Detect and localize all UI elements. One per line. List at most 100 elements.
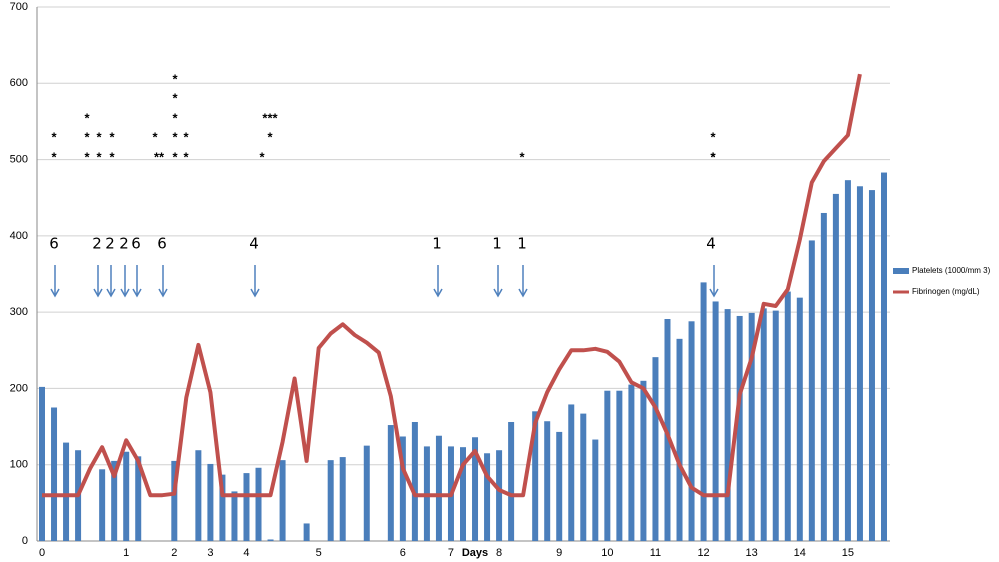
- bar: [195, 450, 202, 541]
- annotation: 2: [119, 235, 129, 253]
- asterisk: *: [152, 129, 158, 144]
- arrow-head: [433, 288, 443, 298]
- bar: [712, 301, 719, 541]
- y-tick-label: 400: [10, 230, 28, 242]
- bar: [63, 442, 70, 541]
- asterisk: *: [84, 129, 90, 144]
- bar: [399, 436, 406, 541]
- bar: [772, 310, 779, 541]
- annotation: 2: [92, 235, 102, 253]
- bar: [219, 474, 226, 541]
- asterisk: *: [96, 149, 102, 164]
- legend-label: Fibrinogen (mg/dL): [912, 287, 980, 296]
- bar: [628, 384, 635, 541]
- x-tick-label: 2: [171, 547, 177, 559]
- y-tick-label: 700: [10, 1, 28, 13]
- bar: [231, 491, 238, 541]
- bar: [207, 463, 214, 541]
- bar: [327, 460, 334, 541]
- annotation: 4: [249, 235, 259, 253]
- asterisk: *: [259, 149, 265, 164]
- bar: [171, 460, 178, 541]
- asterisk: ***: [262, 110, 278, 125]
- bar: [568, 404, 575, 541]
- asterisk: *: [109, 129, 115, 144]
- asterisk: *: [710, 149, 716, 164]
- asterisk: *: [519, 149, 525, 164]
- legend-swatch: [893, 268, 909, 274]
- arrow-head: [93, 288, 103, 298]
- bar: [460, 447, 466, 541]
- asterisk: *: [267, 129, 273, 144]
- arrow-head: [106, 288, 116, 298]
- bar: [856, 186, 863, 541]
- asterisk: *: [172, 129, 178, 144]
- annotation: 6: [157, 235, 167, 253]
- bar: [556, 431, 563, 541]
- bar: [700, 282, 707, 541]
- x-tick-label: 11: [650, 547, 661, 559]
- x-axis-label: Days: [462, 547, 488, 559]
- annotation: 1: [492, 235, 502, 253]
- bar: [435, 435, 442, 541]
- bar: [123, 451, 130, 541]
- annotation: 1: [432, 235, 442, 253]
- asterisk: *: [51, 149, 57, 164]
- asterisk: *: [96, 129, 102, 144]
- arrow-head: [132, 288, 142, 298]
- bar: [580, 413, 587, 541]
- bar: [760, 308, 767, 541]
- asterisk: *: [84, 110, 90, 125]
- x-tick-label: 5: [316, 547, 322, 559]
- annotation: 6: [49, 235, 59, 253]
- y-tick-label: 600: [10, 77, 28, 89]
- bar: [532, 411, 539, 541]
- bar: [724, 309, 731, 541]
- asterisk: *: [172, 110, 178, 125]
- bar: [51, 407, 58, 541]
- bar: [592, 439, 599, 541]
- bar: [411, 421, 418, 541]
- arrow-head: [250, 288, 260, 298]
- asterisk: *: [172, 149, 178, 164]
- bar: [111, 460, 118, 541]
- arrow-head: [120, 288, 130, 298]
- bar: [676, 338, 683, 541]
- bar: [868, 190, 875, 542]
- x-tick-label: 13: [746, 547, 758, 559]
- bar: [748, 312, 755, 541]
- bar: [604, 390, 611, 541]
- arrow-head: [709, 288, 719, 298]
- x-tick-label: 15: [842, 547, 854, 559]
- asterisk: *: [84, 149, 90, 164]
- bar: [820, 212, 827, 541]
- bar: [472, 437, 479, 541]
- legend-label: Platelets (1000/mm 3): [912, 266, 991, 275]
- x-tick-label: 6: [400, 547, 406, 559]
- bar: [303, 523, 310, 541]
- asterisk: *: [183, 149, 189, 164]
- asterisk: **: [154, 149, 165, 164]
- x-tick-label: 7: [448, 547, 454, 559]
- x-tick-label: 3: [207, 547, 213, 559]
- x-tick-label: 9: [556, 547, 562, 559]
- arrow-head: [518, 288, 528, 298]
- bar: [736, 315, 743, 541]
- bar: [832, 193, 839, 541]
- bar: [784, 291, 791, 541]
- annotation: 6: [131, 235, 141, 253]
- asterisk: *: [172, 90, 178, 105]
- bar: [243, 473, 250, 541]
- bar: [616, 390, 623, 541]
- annotation: 1: [517, 235, 527, 253]
- bar: [279, 460, 286, 541]
- x-tick-label: 4: [243, 547, 249, 559]
- bar: [363, 445, 370, 541]
- bar: [39, 386, 45, 541]
- asterisk: *: [172, 71, 178, 86]
- x-tick-label: 8: [496, 547, 502, 559]
- annotation: 2: [105, 235, 115, 253]
- bar: [255, 467, 262, 541]
- bar: [267, 539, 274, 541]
- bar: [496, 450, 503, 541]
